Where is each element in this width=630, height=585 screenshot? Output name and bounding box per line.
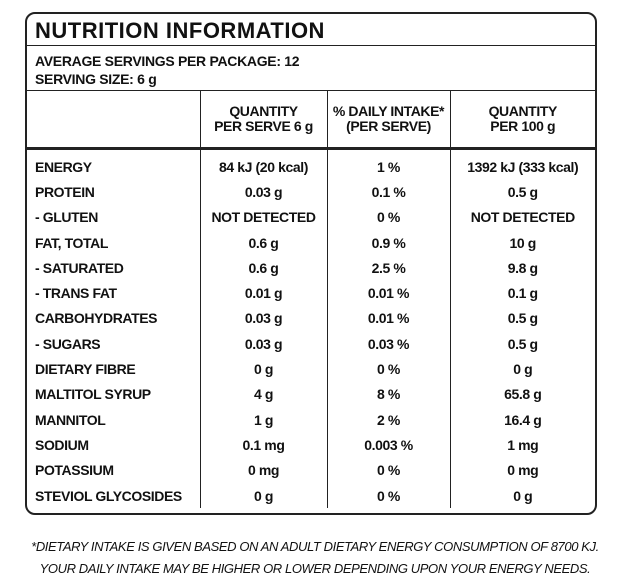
table-row: CARBOHYDRATES 0.03 g 0.01 % 0.5 g [27,305,595,332]
nutrient-value: 10 g [449,229,595,256]
nutrient-value: 0.1 g [449,280,595,306]
nutrient-name: MANNITOL [35,411,106,428]
header-text: (PER SERVE) [346,118,431,134]
nutrient-value: 0.03 % [326,331,450,357]
table-row: - GLUTEN NOT DETECTED 0 % NOT DETECTED [27,204,595,230]
nutrient-value: 9.8 g [449,255,595,281]
table-row: SODIUM 0.1 mg 0.003 % 1 mg [27,432,595,458]
nutrient-value: 4 g [199,381,327,407]
nutrient-name: SODIUM [35,436,89,453]
header-cell: QUANTITY PER 100 g [449,91,595,150]
servings: AVERAGE SERVINGS PER PACKAGE: 12 SERVING… [27,46,595,91]
nutrient-name: ENERGY [35,158,92,175]
header-text: QUANTITY [488,103,558,119]
header-text: PER SERVE 6 g [214,118,313,134]
table-row: - SATURATED 0.6 g 2.5 % 9.8 g [27,255,595,281]
header-cell: % DAILY INTAKE* (PER SERVE) [326,91,450,150]
nutrient-value: 1 mg [449,432,595,458]
header-text: QUANTITY [229,103,298,119]
nutrient-value: 1 g [199,406,327,433]
nutrient-name: PROTEIN [35,183,95,200]
table-body: ENERGY 84 kJ (20 kcal) 1 % 1392 kJ (333 kca… [27,148,595,509]
nutrient-value: 0.5 g [449,331,595,357]
table-row: PROTEIN 0.03 g 0.1 % 0.5 g [27,179,595,205]
nutrient-value: 0.9 % [326,229,450,256]
table-row: ENERGY 84 kJ (20 kcal) 1 % 1392 kJ (333 kca… [27,148,595,180]
table-row: FAT, TOTAL 0.6 g 0.9 % 10 g [27,229,595,256]
nutrient-name: MALTITOL SYRUP [35,386,151,403]
table-row: - TRANS FAT 0.01 g 0.01 % 0.1 g [27,280,595,306]
nutrient-value: 0 mg [449,457,595,483]
table-row: POTASSIUM 0 mg 0 % 0 mg [27,457,595,483]
nutrient-value: 2.5 % [326,255,450,281]
nutrient-value: 0 % [326,204,450,230]
nutrient-value: 0 g [199,356,327,382]
title: NUTRITION INFORMATION [27,14,595,46]
nutrient-value: 0 % [326,482,450,509]
nutrient-value: 84 kJ (20 kcal) [199,148,327,180]
nutrient-value: 0.01 g [199,280,327,306]
footnote: *DIETARY INTAKE IS GIVEN BASED ON AN ADU… [0,536,630,580]
nutrient-name: - GLUTEN [35,209,98,226]
nutrient-value: 1 % [326,148,450,180]
nutrient-value: 0 g [449,356,595,382]
footnote-line: *DIETARY INTAKE IS GIVEN BASED ON AN ADU… [31,539,599,554]
header-cell: QUANTITY PER SERVE 6 g [199,91,327,150]
nutrient-value: 0 g [449,482,595,509]
nutrient-name: DIETARY FIBRE [35,361,136,378]
nutrient-value: 0 mg [199,457,327,483]
header-row: QUANTITY PER SERVE 6 g% DAILY INTAKE* (PER… [27,91,595,150]
nutrient-value: 0.6 g [199,255,327,281]
nutrient-value: 2 % [326,406,450,433]
nutrient-value: 0.01 % [326,305,450,332]
nutrient-value: 0.003 % [326,432,450,458]
nutrient-value: 0.5 g [449,179,595,205]
nutrient-value: NOT DETECTED [449,204,595,230]
nutrient-name: STEVIOL GLYCOSIDES [35,487,182,504]
header-text: PER 100 g [490,118,556,134]
nutrient-name: - TRANS FAT [35,285,117,302]
nutrient-value: 0 % [326,457,450,483]
nutrient-name: FAT, TOTAL [35,234,108,251]
nutrient-value: 0.03 g [199,179,327,205]
nutrient-value: NOT DETECTED [199,204,327,230]
nutrient-name: - SUGARS [35,335,101,352]
nutrient-value: 0.5 g [449,305,595,332]
nutrient-value: 0.03 g [199,331,327,357]
nutrient-value: 8 % [326,381,450,407]
table-row: - SUGARS 0.03 g 0.03 % 0.5 g [27,331,595,357]
servings-line: SERVING SIZE: 6 g [35,71,157,87]
header-cell [27,91,200,150]
nutrient-name: POTASSIUM [35,462,114,479]
nutrient-value: 0.03 g [199,305,327,332]
nutrient-name: CARBOHYDRATES [35,310,158,327]
nutrient-name: - SATURATED [35,259,124,276]
nutrient-value: 0.01 % [326,280,450,306]
nutrient-value: 0.1 mg [199,432,327,458]
nutrition-table: QUANTITY PER SERVE 6 g% DAILY INTAKE* (PER… [27,91,595,509]
servings-line: AVERAGE SERVINGS PER PACKAGE: 12 [35,53,300,69]
nutrient-value: 0.1 % [326,179,450,205]
nutrient-value: 0 g [199,482,327,509]
nutrient-value: 16.4 g [449,406,595,433]
footnote-line: YOUR DAILY INTAKE MAY BE HIGHER OR LOWER… [39,561,591,576]
nutrient-value: 1392 kJ (333 kcal) [449,148,595,180]
nutrition-box: NUTRITION INFORMATION AVERAGE SERVINGS P… [25,12,597,515]
nutrient-value: 0.6 g [199,229,327,256]
header-text: % DAILY INTAKE* [332,103,445,119]
nutrient-value: 65.8 g [449,381,595,407]
nutrient-value: 0 % [326,356,450,382]
